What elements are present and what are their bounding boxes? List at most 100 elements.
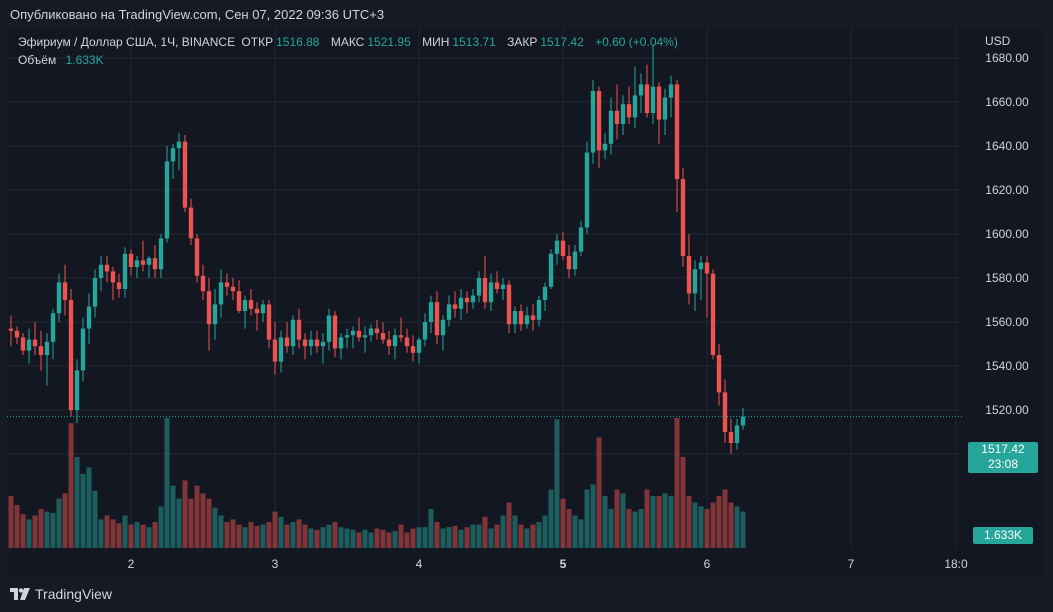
candle-body xyxy=(128,253,134,267)
volume-bar xyxy=(290,522,296,548)
volume-bar xyxy=(362,529,368,548)
volume-bar xyxy=(92,490,98,548)
candle-body xyxy=(440,319,446,336)
volume-bar xyxy=(212,507,218,548)
symbol-name[interactable]: Эфириум / Доллар США, 1Ч, BINANCE xyxy=(18,35,236,49)
volume-bar xyxy=(566,509,572,548)
candle-body xyxy=(26,339,32,351)
y-tick-label: 1560.00 xyxy=(985,315,1029,329)
candle-body xyxy=(374,328,380,333)
volume-bar xyxy=(404,532,410,548)
candle-body xyxy=(56,282,62,314)
candle-body xyxy=(524,315,530,325)
candle-body xyxy=(266,304,272,340)
volume-bar xyxy=(122,515,128,548)
chart-panel[interactable]: 1680.00 1660.00 1640.00 1620.00 1600.00 1580.… xyxy=(7,28,1043,576)
candle-body xyxy=(554,240,560,254)
volume-bar xyxy=(638,509,644,548)
candle-body xyxy=(392,335,398,347)
candle-body xyxy=(698,262,704,270)
volume-bar xyxy=(506,502,512,548)
volume-bar xyxy=(668,496,674,548)
last-price-tag: 1517.42 23:08 xyxy=(968,442,1038,473)
candle-body xyxy=(326,315,332,342)
volume-bar xyxy=(620,493,626,548)
volume-bar xyxy=(86,467,92,548)
volume-bar xyxy=(704,509,710,548)
candle-body xyxy=(614,110,620,124)
low-label: МИН xyxy=(422,35,450,49)
open-label: ОТКР xyxy=(241,35,274,49)
candle-body xyxy=(692,269,698,294)
y-tick-label: 1580.00 xyxy=(985,271,1029,285)
y-tick-label: 1660.00 xyxy=(985,95,1029,109)
volume-bar xyxy=(626,509,632,548)
candle-body xyxy=(704,262,710,274)
candle-body xyxy=(320,341,326,347)
price-chart[interactable]: 1680.00 1660.00 1640.00 1620.00 1600.00 1580.… xyxy=(7,28,1043,576)
volume-bar xyxy=(152,522,158,548)
candle-body xyxy=(494,282,500,289)
candle-body xyxy=(194,238,200,276)
candle-body xyxy=(638,84,644,96)
y-tick-label: 1540.00 xyxy=(985,359,1029,373)
candle-body xyxy=(506,284,512,325)
candle-body xyxy=(20,337,26,351)
candle-body xyxy=(80,328,86,371)
volume-bar xyxy=(302,524,308,548)
candle-body xyxy=(584,152,590,228)
candle-body xyxy=(548,253,554,287)
candle-body xyxy=(542,286,548,300)
volume-bar xyxy=(314,529,320,548)
candle-body xyxy=(332,315,338,349)
candle-body xyxy=(410,346,416,353)
volume-bar xyxy=(584,489,590,548)
candle-body xyxy=(656,86,662,120)
volume-bar xyxy=(512,515,518,548)
volume-bar xyxy=(206,498,212,548)
candle-body xyxy=(146,258,152,265)
volume-bar xyxy=(20,514,26,548)
candle-body xyxy=(398,335,404,338)
x-tick-label: 3 xyxy=(272,557,279,571)
x-tick-label: 4 xyxy=(416,557,423,571)
volume-bar xyxy=(530,524,536,548)
volume-bar xyxy=(428,509,434,548)
volume-bar xyxy=(470,524,476,548)
candle-body xyxy=(734,425,740,443)
candle-body xyxy=(176,141,182,149)
candle-body xyxy=(740,416,746,426)
volume-bar xyxy=(188,498,194,548)
volume-value: 1.633K xyxy=(65,53,104,67)
candle-body xyxy=(314,339,320,347)
candle-body xyxy=(536,300,542,320)
volume-bar xyxy=(242,527,248,548)
candle-body xyxy=(158,238,164,270)
candle-body xyxy=(422,322,428,340)
candle-body xyxy=(644,84,650,113)
volume-bar xyxy=(230,519,236,548)
volume-bar xyxy=(368,532,374,548)
volume-bar xyxy=(614,489,620,548)
volume-bar xyxy=(494,524,500,548)
candle-body xyxy=(518,311,524,325)
published-caption: Опубликовано на TradingView.com, Сен 07,… xyxy=(10,7,385,22)
candle-body xyxy=(212,304,218,325)
currency-label[interactable]: USD xyxy=(985,34,1011,48)
volume-bar xyxy=(356,532,362,548)
candle-body xyxy=(230,286,236,292)
volume-bar xyxy=(518,524,524,548)
candle-body xyxy=(242,300,248,311)
volume-bar xyxy=(644,489,650,548)
candle-body xyxy=(464,297,470,303)
volume-bar xyxy=(320,527,326,548)
candle-body xyxy=(452,304,458,309)
volume-bar xyxy=(722,489,728,548)
volume-bar xyxy=(728,502,734,548)
volume-bar xyxy=(632,511,638,548)
tradingview-logo[interactable]: TradingView xyxy=(10,586,112,602)
volume-bar xyxy=(416,527,422,548)
volume-bar xyxy=(464,527,470,548)
candle-body xyxy=(674,84,680,179)
volume-bar xyxy=(146,527,152,548)
